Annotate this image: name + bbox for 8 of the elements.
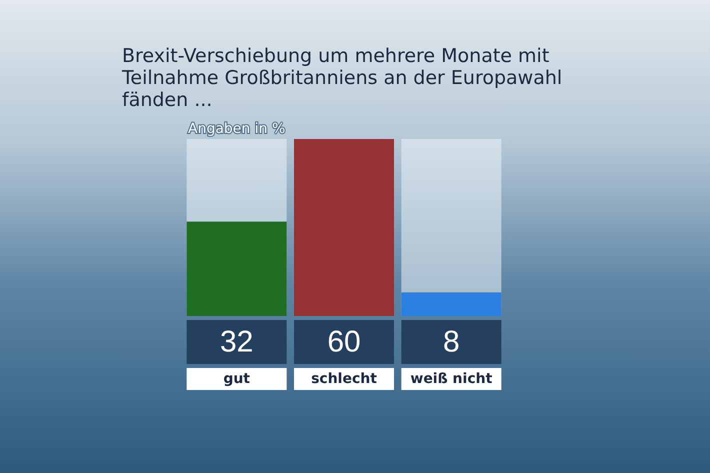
- data-label: 60: [327, 326, 361, 358]
- data-label: 32: [220, 326, 254, 358]
- x-tick-label: schlecht: [311, 371, 378, 387]
- x-tick-label: gut: [223, 371, 250, 387]
- chart-subtitle: Angaben in %: [188, 121, 286, 137]
- x-tick-label: weiß nicht: [410, 371, 493, 387]
- chart-title: Brexit-Verschiebung um mehrere Monate mit Teilnahme Großbritanniens an der Europawahl fänden ...: [121, 45, 562, 111]
- data-label: 8: [442, 326, 460, 358]
